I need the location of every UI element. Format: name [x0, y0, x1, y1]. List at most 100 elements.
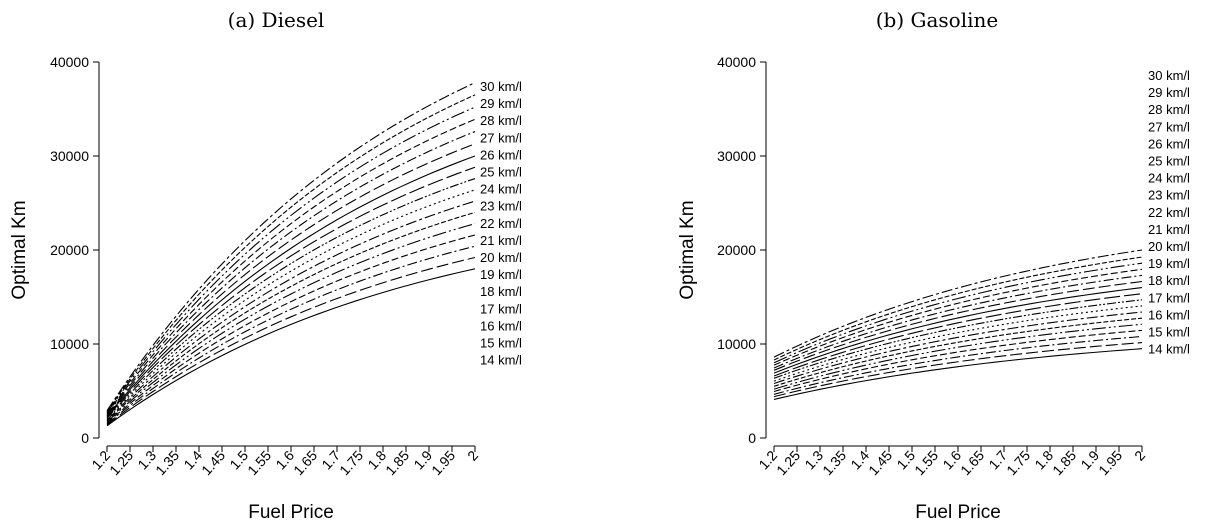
series-label: 24 km/l — [1148, 171, 1190, 186]
series-label: 17 km/l — [480, 301, 522, 316]
series-line — [773, 311, 1143, 385]
y-tick-label: 40000 — [50, 54, 89, 70]
panel-diesel: (a) Diesel Optimal Km Fuel Price 0 10000 2… — [9, 8, 522, 523]
x-tick-label: 1.65 — [957, 447, 987, 478]
series-label: 28 km/l — [1148, 102, 1190, 117]
x-tick-label: 1.85 — [1049, 447, 1079, 478]
series-label: 30 km/l — [1148, 68, 1190, 83]
series-label: 20 km/l — [480, 250, 522, 265]
x-tick-label: 2 — [1131, 447, 1148, 464]
series-label: 15 km/l — [1148, 325, 1190, 340]
panel-gasoline: (b) Gasoline Optimal Km Fuel Price 0 1000… — [677, 8, 1190, 523]
y-tick-label: 0 — [748, 430, 756, 446]
series-label: 23 km/l — [1148, 188, 1190, 203]
series-label: 14 km/l — [480, 353, 522, 368]
x-tick-label: 1.85 — [382, 447, 412, 478]
series-line — [773, 287, 1143, 374]
series-line — [773, 262, 1143, 364]
series-line — [773, 274, 1143, 369]
x-tick-label: 1.55 — [244, 447, 274, 478]
series-line — [773, 305, 1143, 382]
y-tick-label: 30000 — [717, 148, 756, 164]
series-line — [106, 223, 476, 423]
series-line — [773, 249, 1143, 358]
series-line — [106, 178, 476, 419]
y-tick-label: 0 — [81, 430, 89, 446]
series-line — [773, 329, 1143, 392]
series-line — [773, 268, 1143, 366]
y-tick-label: 40000 — [717, 54, 756, 70]
x-axis-title: Fuel Price — [915, 502, 1001, 523]
series-line — [106, 166, 476, 418]
series-label: 16 km/l — [480, 318, 522, 333]
series-label: 27 km/l — [1148, 119, 1190, 134]
series-label: 25 km/l — [1148, 154, 1190, 169]
series-line — [106, 106, 476, 413]
series-line — [773, 348, 1143, 400]
y-tick-label: 10000 — [50, 336, 89, 352]
series-label: 23 km/l — [480, 199, 522, 214]
y-tick-label: 10000 — [717, 336, 756, 352]
series-line — [106, 234, 476, 424]
x-tick-label: 2 — [464, 447, 481, 464]
series-line — [106, 94, 476, 412]
series-line — [106, 268, 476, 427]
series-label: 26 km/l — [1148, 136, 1190, 151]
series-line — [773, 256, 1143, 361]
y-tick-label: 20000 — [50, 242, 89, 258]
series-line — [773, 335, 1143, 395]
series-label: 30 km/l — [480, 79, 522, 94]
x-tick-label: 1.25 — [106, 447, 136, 478]
series-label: 19 km/l — [1148, 256, 1190, 271]
series-line — [773, 323, 1143, 390]
series-line — [773, 280, 1143, 371]
series-line — [106, 131, 476, 415]
x-tick-label: 1.95 — [428, 447, 458, 478]
series-label: 28 km/l — [480, 113, 522, 128]
series-labels: 30 km/l 29 km/l 28 km/l 27 km/l 26 km/l 25 km… — [480, 79, 522, 368]
series-label: 24 km/l — [480, 182, 522, 197]
x-tick-label: 1.75 — [1003, 447, 1033, 478]
x-tick-label: 1.35 — [819, 447, 849, 478]
x-tick-label: 1.45 — [198, 447, 228, 478]
x-tick-label: 1.55 — [911, 447, 941, 478]
series-label: 29 km/l — [1148, 85, 1190, 100]
y-axis-title: Optimal Km — [677, 200, 698, 299]
series-label: 18 km/l — [1148, 273, 1190, 288]
x-tick-label: 1.75 — [336, 447, 366, 478]
series-label: 25 km/l — [480, 165, 522, 180]
series-label: 21 km/l — [1148, 222, 1190, 237]
series-line — [773, 317, 1143, 387]
series-line — [773, 293, 1143, 377]
panel-title: (b) Gasoline — [876, 8, 998, 32]
series-label: 14 km/l — [1148, 342, 1190, 357]
series-label: 29 km/l — [480, 96, 522, 111]
panel-title: (a) Diesel — [228, 8, 325, 32]
series-label: 19 km/l — [480, 267, 522, 282]
series-labels: 30 km/l 29 km/l 28 km/l 27 km/l 26 km/l 25 km… — [1148, 68, 1190, 357]
series-group — [106, 82, 476, 427]
series-line — [106, 118, 476, 414]
y-tick-label: 30000 — [50, 148, 89, 164]
x-axis-title: Fuel Price — [248, 502, 334, 523]
x-tick-label: 1.65 — [290, 447, 320, 478]
y-axis-title: Optimal Km — [9, 200, 30, 299]
y-tick-label: 20000 — [717, 242, 756, 258]
series-line — [773, 299, 1143, 379]
series-label: 22 km/l — [1148, 205, 1190, 220]
series-line — [773, 342, 1143, 398]
series-label: 27 km/l — [480, 130, 522, 145]
series-group — [773, 249, 1143, 400]
series-label: 26 km/l — [480, 147, 522, 162]
series-line — [106, 189, 476, 420]
x-tick-label: 1.35 — [152, 447, 182, 478]
series-label: 17 km/l — [1148, 290, 1190, 305]
series-line — [106, 211, 476, 422]
series-label: 15 km/l — [480, 336, 522, 351]
series-line — [106, 245, 476, 425]
series-label: 16 km/l — [1148, 307, 1190, 322]
series-line — [106, 155, 476, 417]
series-line — [106, 200, 476, 421]
x-tick-label: 1.45 — [865, 447, 895, 478]
